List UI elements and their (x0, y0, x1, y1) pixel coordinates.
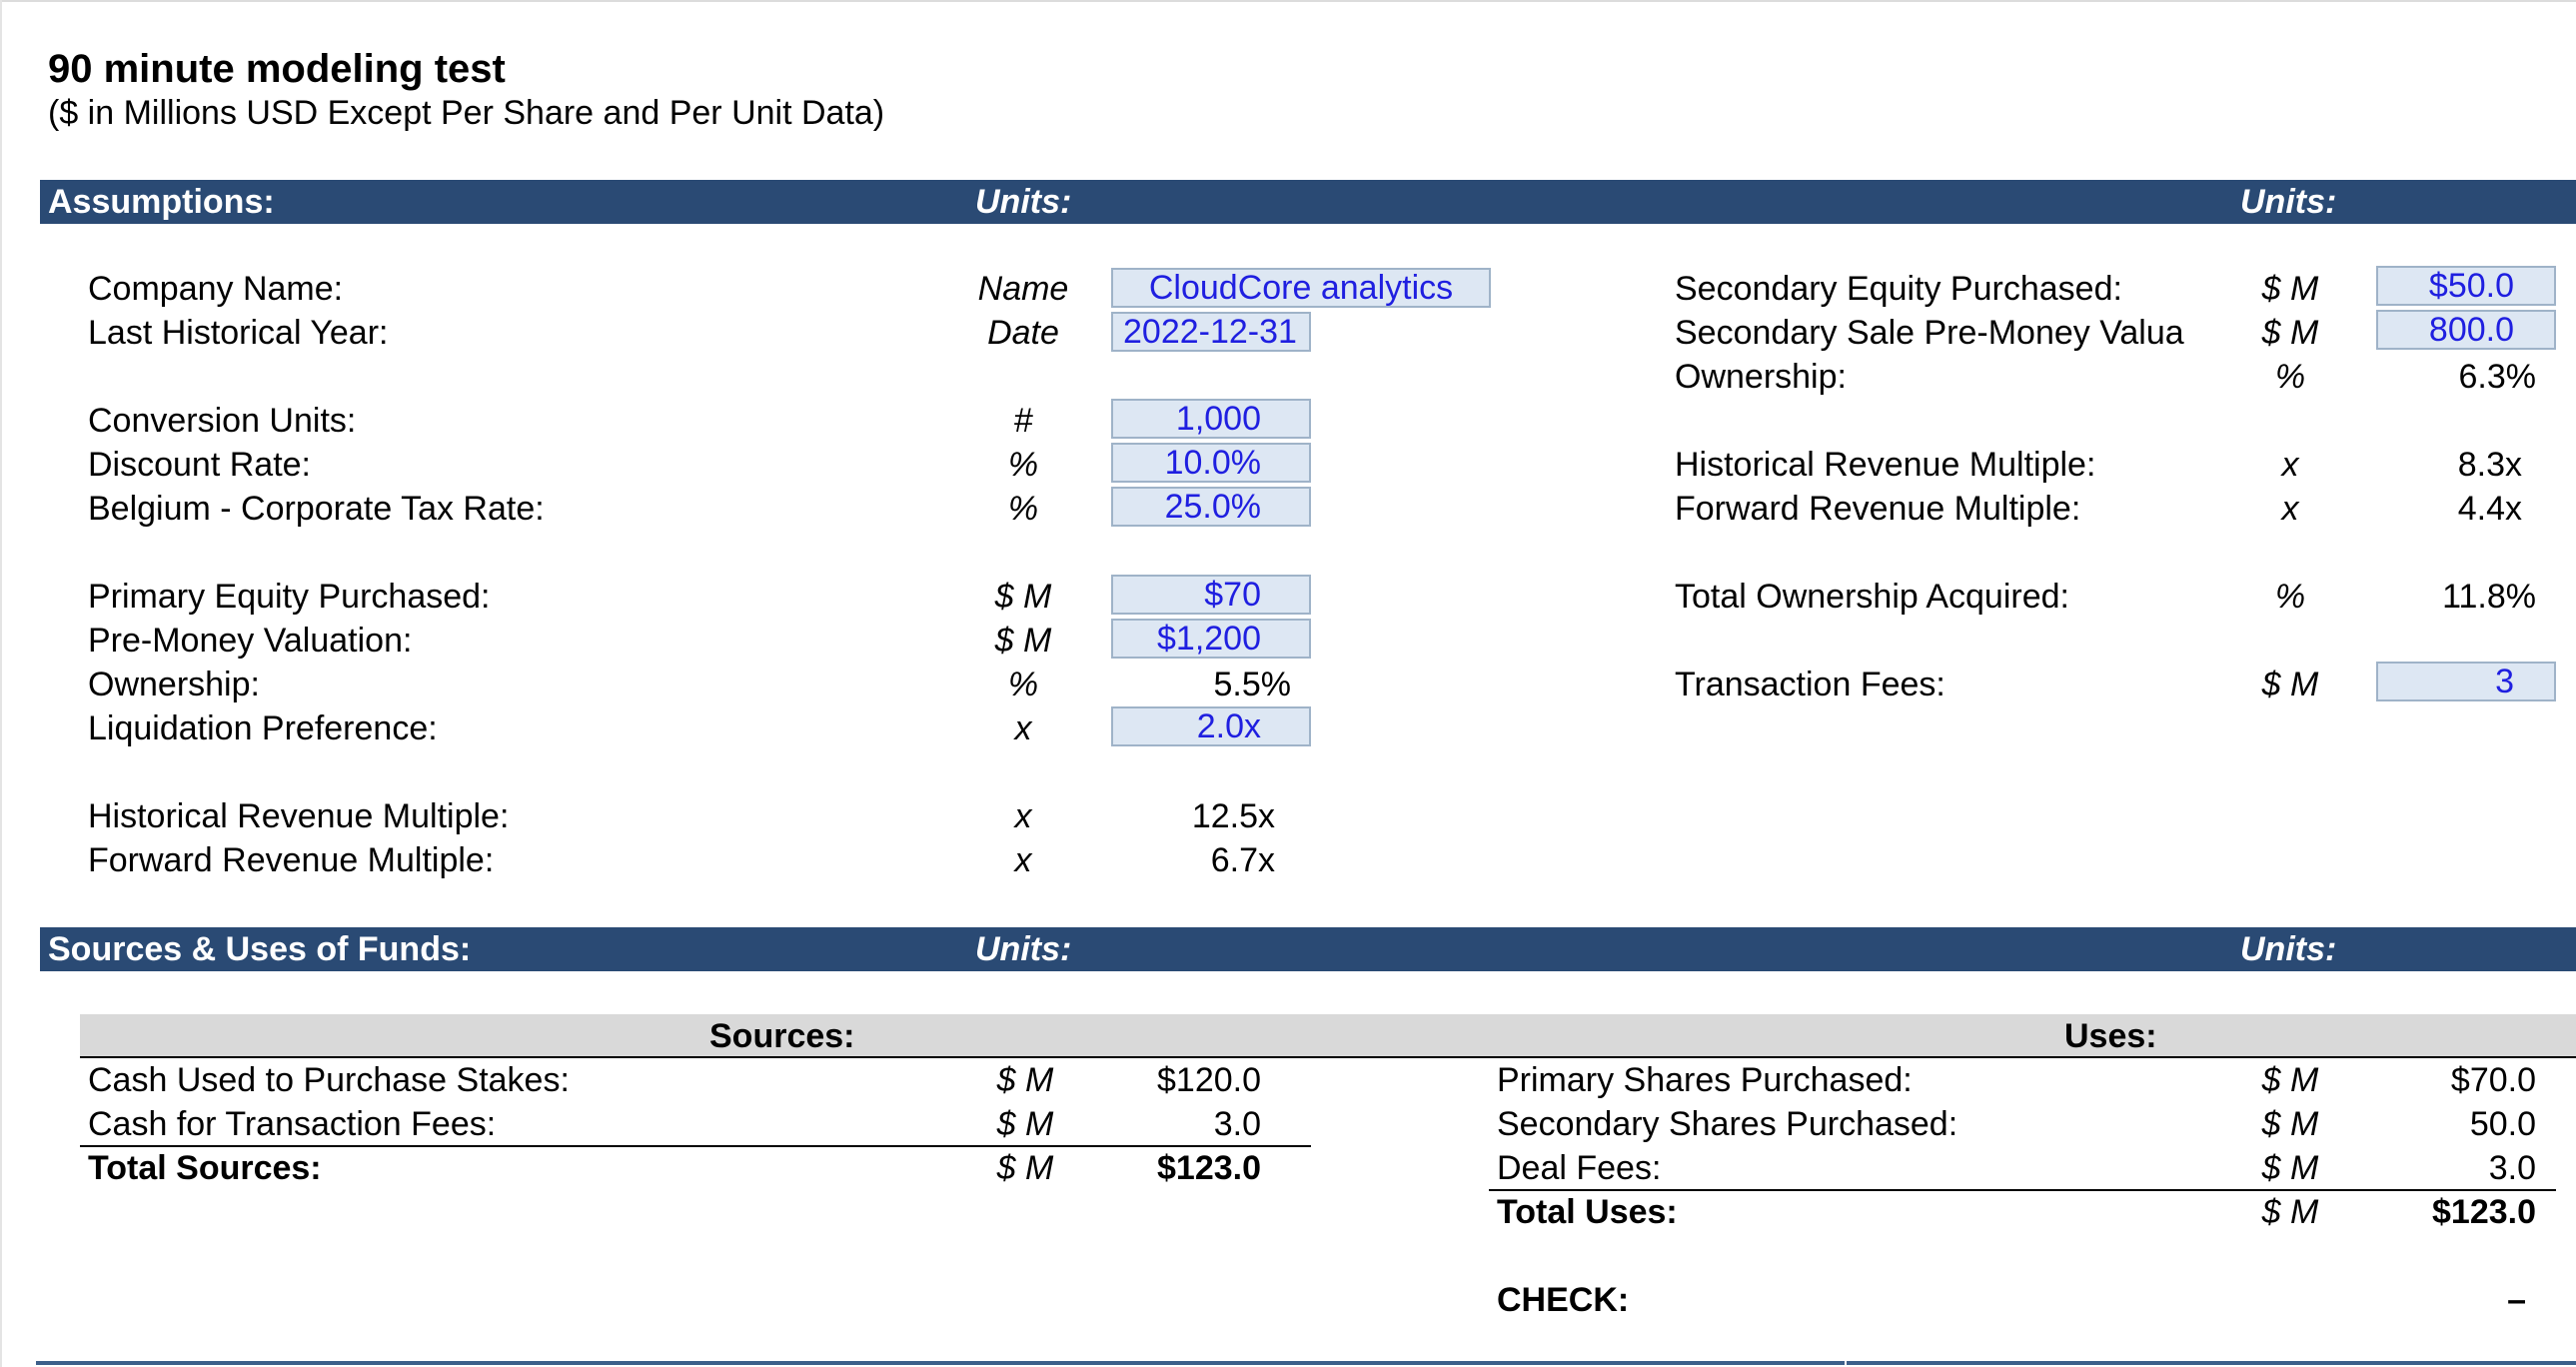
cash-purchase-stakes-unit: $ M (996, 1061, 1054, 1099)
discount-rate-unit: % (1007, 446, 1039, 484)
deal-fees-unit: $ M (2261, 1149, 2319, 1187)
units-header-right: Units: (2240, 183, 2337, 221)
total-sources-label: Total Sources: (88, 1149, 322, 1187)
su-units-header-right: Units: (2240, 930, 2337, 968)
ownership-label: Ownership: (88, 666, 260, 703)
sources-header: Sources: (709, 1017, 855, 1055)
secondary-ownership-value: 6.3% (2458, 358, 2537, 396)
pre-money-unit: $ M (994, 622, 1052, 660)
primary-equity-input[interactable]: $70 (1111, 575, 1311, 615)
secondary-hist-rev-multiple-label: Historical Revenue Multiple: (1675, 446, 2096, 484)
cash-transaction-fees-label: Cash for Transaction Fees: (88, 1105, 497, 1143)
sources-uses-header: Sources & Uses of Funds: (48, 930, 472, 968)
company-name-unit: Name (977, 270, 1069, 308)
fwd-rev-multiple-label: Forward Revenue Multiple: (88, 841, 495, 879)
sources-total-divider (80, 1145, 1311, 1147)
hist-rev-multiple-value: 12.5x (1191, 797, 1275, 835)
ownership-value: 5.5% (1213, 666, 1292, 703)
tax-rate-unit: % (1007, 490, 1039, 528)
sheet-gridline-top (0, 0, 2576, 2)
secondary-fwd-rev-multiple-label: Forward Revenue Multiple: (1675, 490, 2081, 528)
hist-rev-multiple-unit: x (1014, 797, 1032, 835)
secondary-ownership-unit: % (2274, 358, 2306, 396)
sheet-title: 90 minute modeling test (48, 47, 506, 91)
sheet-subtitle: ($ in Millions USD Except Per Share and … (48, 94, 885, 132)
check-label: CHECK: (1497, 1281, 1630, 1319)
secondary-shares-unit: $ M (2261, 1105, 2319, 1143)
deal-fees-value: 3.0 (2488, 1149, 2536, 1187)
uses-header: Uses: (2064, 1017, 2157, 1055)
transaction-fees-input[interactable]: 3 (2376, 662, 2556, 701)
next-section-band-edge-right (1847, 1361, 2576, 1365)
pre-money-input[interactable]: $1,200 (1111, 619, 1311, 659)
secondary-pre-money-label: Secondary Sale Pre-Money Valua (1675, 314, 2184, 352)
total-ownership-value: 11.8% (2442, 578, 2536, 616)
assumptions-header-band: Assumptions: Units: Units: (40, 180, 2576, 224)
secondary-ownership-label: Ownership: (1675, 358, 1847, 396)
conversion-units-unit: # (1013, 402, 1033, 440)
secondary-equity-label: Secondary Equity Purchased: (1675, 270, 2122, 308)
total-uses-label: Total Uses: (1497, 1193, 1678, 1231)
company-name-label: Company Name: (88, 270, 344, 308)
total-ownership-label: Total Ownership Acquired: (1675, 578, 2069, 616)
secondary-equity-unit: $ M (2261, 270, 2319, 308)
hist-rev-multiple-label: Historical Revenue Multiple: (88, 797, 510, 835)
uses-header-row: Uses: (1491, 1014, 2576, 1058)
check-value: – (2507, 1281, 2526, 1319)
fwd-rev-multiple-value: 6.7x (1210, 841, 1275, 879)
primary-shares-unit: $ M (2261, 1061, 2319, 1099)
su-units-header: Units: (975, 930, 1072, 968)
secondary-hist-rev-multiple-value: 8.3x (2457, 446, 2522, 484)
ownership-unit: % (1007, 666, 1039, 703)
cash-purchase-stakes-value: $120.0 (1157, 1061, 1261, 1099)
liquidation-preference-unit: x (1014, 709, 1032, 747)
pre-money-label: Pre-Money Valuation: (88, 622, 413, 660)
liquidation-preference-label: Liquidation Preference: (88, 709, 438, 747)
secondary-shares-label: Secondary Shares Purchased: (1497, 1105, 1958, 1143)
cash-transaction-fees-unit: $ M (996, 1105, 1054, 1143)
last-historical-year-label: Last Historical Year: (88, 314, 389, 352)
cash-purchase-stakes-label: Cash Used to Purchase Stakes: (88, 1061, 570, 1099)
next-section-band-edge (36, 1361, 1845, 1365)
last-historical-year-unit: Date (987, 314, 1059, 352)
conversion-units-label: Conversion Units: (88, 402, 357, 440)
total-uses-unit: $ M (2261, 1193, 2319, 1231)
sources-uses-header-band: Sources & Uses of Funds: Units: Units: (40, 927, 2576, 971)
secondary-equity-input[interactable]: $50.0 (2376, 266, 2556, 306)
secondary-hist-rev-multiple-unit: x (2281, 446, 2299, 484)
primary-shares-value: $70.0 (2450, 1061, 2536, 1099)
primary-equity-label: Primary Equity Purchased: (88, 578, 491, 616)
secondary-shares-value: 50.0 (2469, 1105, 2536, 1143)
cash-transaction-fees-value: 3.0 (1213, 1105, 1261, 1143)
uses-total-divider (1489, 1189, 2556, 1191)
secondary-fwd-rev-multiple-value: 4.4x (2457, 490, 2522, 528)
discount-rate-label: Discount Rate: (88, 446, 311, 484)
primary-shares-label: Primary Shares Purchased: (1497, 1061, 1913, 1099)
deal-fees-label: Deal Fees: (1497, 1149, 1662, 1187)
secondary-pre-money-unit: $ M (2261, 314, 2319, 352)
last-historical-year-input[interactable]: 2022-12-31 (1111, 312, 1311, 352)
total-uses-value: $123.0 (2432, 1193, 2536, 1231)
discount-rate-input[interactable]: 10.0% (1111, 443, 1311, 483)
fwd-rev-multiple-unit: x (1014, 841, 1032, 879)
conversion-units-input[interactable]: 1,000 (1111, 399, 1311, 439)
units-header: Units: (975, 183, 1072, 221)
transaction-fees-label: Transaction Fees: (1675, 666, 1945, 703)
tax-rate-label: Belgium - Corporate Tax Rate: (88, 490, 545, 528)
transaction-fees-unit: $ M (2261, 666, 2319, 703)
secondary-fwd-rev-multiple-unit: x (2281, 490, 2299, 528)
tax-rate-input[interactable]: 25.0% (1111, 487, 1311, 527)
liquidation-preference-input[interactable]: 2.0x (1111, 706, 1311, 746)
assumptions-header: Assumptions: (48, 183, 275, 221)
company-name-input[interactable]: CloudCore analytics (1111, 268, 1491, 308)
sheet-gridline-left (0, 0, 2, 1367)
primary-equity-unit: $ M (994, 578, 1052, 616)
total-sources-value: $123.0 (1157, 1149, 1261, 1187)
total-sources-unit: $ M (996, 1149, 1054, 1187)
sources-header-row: Sources: (80, 1014, 1491, 1058)
secondary-pre-money-input[interactable]: 800.0 (2376, 310, 2556, 350)
total-ownership-unit: % (2274, 578, 2306, 616)
